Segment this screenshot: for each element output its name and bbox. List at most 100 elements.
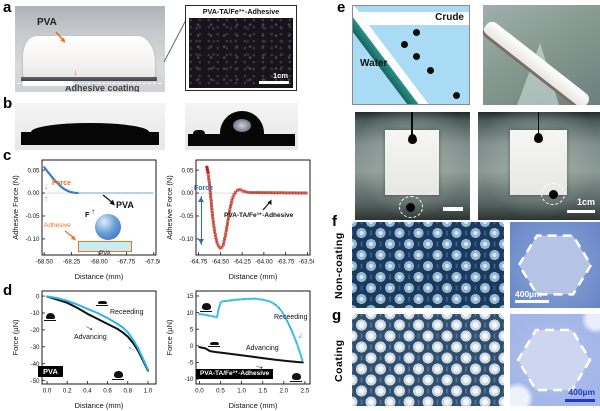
- droplet-icon: [290, 373, 302, 382]
- flat-droplet: [31, 123, 149, 132]
- svg-text:Distance (mm): Distance (mm): [75, 272, 124, 281]
- force-annotation: Force: [52, 180, 72, 187]
- svg-text:-64.75: -64.75: [190, 259, 208, 266]
- svg-text:-64.50: -64.50: [212, 259, 230, 266]
- svg-text:-40: -40: [31, 361, 41, 368]
- svg-text:0: 0: [36, 293, 40, 300]
- svg-text:Adhesive Force (N): Adhesive Force (N): [165, 175, 174, 240]
- orange-arrow-icon: [55, 31, 66, 43]
- inset-pva-block-label: PVA: [99, 251, 111, 257]
- pva-sponge: [23, 36, 155, 78]
- underwater-test-photo-1: [355, 112, 470, 220]
- micrograph-noncoated-array: [352, 222, 504, 308]
- crude-layer: [353, 12, 469, 25]
- adhesive-inset-box: PVA-TA/Fe³⁺-Adhesive 1cm: [185, 5, 297, 91]
- droplet-icon: [208, 338, 220, 347]
- hexagon-outline: [516, 328, 592, 392]
- scale-label: 1cm: [576, 197, 595, 207]
- svg-text:0.4: 0.4: [83, 388, 92, 395]
- pva-sponge-photo: PVA ↓ ↑ Adhesive coating: [15, 6, 165, 92]
- svg-text:-50: -50: [31, 378, 41, 385]
- svg-text:-30: -30: [31, 344, 41, 351]
- svg-text:0.5: 0.5: [216, 388, 225, 395]
- svg-text:-64.25: -64.25: [233, 259, 251, 266]
- micrograph-coated-array: [352, 314, 504, 406]
- svg-text:15: 15: [187, 293, 194, 300]
- highlight-circle: [398, 196, 423, 219]
- droplet-highlight: [232, 119, 251, 132]
- svg-text:2.0: 2.0: [280, 388, 289, 395]
- droplet-icon: [200, 303, 212, 312]
- hexagon-outline: [517, 234, 593, 296]
- svg-text:-0.05: -0.05: [179, 213, 194, 220]
- chart-adhesive-force-pva: -68.50 -68.25 -68.00 -67.75 -67.50 0.05 0.00 -0…: [11, 159, 160, 281]
- droplet-icon: [112, 371, 124, 380]
- oil-water-schematic: Crude Water: [352, 5, 470, 105]
- up-arrow-icon: ↑: [73, 81, 78, 91]
- svg-text:2.5: 2.5: [301, 388, 310, 395]
- panel-letter-e: e: [337, 0, 346, 16]
- pva-annotation-arrow-icon: [102, 194, 115, 206]
- oil-stream: [411, 112, 413, 138]
- water-label: Water: [360, 58, 388, 69]
- oil-droplet: [534, 132, 544, 143]
- up-arrow-icon: ↑: [91, 207, 95, 216]
- panel-letter-a: a: [3, 0, 12, 16]
- oil-droplet: [427, 67, 434, 74]
- svg-text:-63.50: -63.50: [299, 259, 314, 266]
- svg-text:-5: -5: [188, 360, 194, 367]
- svg-text:Force (µN): Force (µN): [11, 319, 20, 355]
- oil-droplet: [548, 189, 558, 199]
- svg-text:0.00: 0.00: [27, 190, 40, 197]
- down-arrow-icon: ↓: [44, 182, 48, 191]
- svg-text:0.0: 0.0: [195, 388, 204, 395]
- oil-droplet: [413, 53, 420, 60]
- inset-title: PVA-TA/Fe³⁺-Adhesive: [202, 7, 280, 16]
- sample-tag: PVA: [38, 366, 63, 377]
- svg-text:0.05: 0.05: [181, 167, 194, 174]
- droplet-icon: [44, 312, 56, 321]
- svg-text:Distance (mm): Distance (mm): [229, 272, 278, 281]
- svg-text:Distance (mm): Distance (mm): [75, 401, 124, 410]
- svg-text:1.0: 1.0: [144, 388, 153, 395]
- dome-droplet: [219, 111, 264, 134]
- svg-text:Adhesive Force (N): Adhesive Force (N): [11, 175, 20, 240]
- svg-text:-20: -20: [31, 327, 41, 334]
- orange-arrow-icon: [64, 230, 76, 241]
- svg-text:0.0: 0.0: [43, 388, 52, 395]
- svg-text:Distance (mm): Distance (mm): [229, 401, 278, 410]
- svg-text:0.05: 0.05: [27, 167, 40, 174]
- contact-angle-photo-pva: [15, 103, 165, 150]
- oil-droplet: [401, 41, 408, 48]
- svg-text:0: 0: [190, 343, 194, 350]
- underwater-test-photo-2: 1cm: [478, 112, 600, 220]
- scale-bar: [443, 207, 463, 211]
- svg-text:-63.75: -63.75: [277, 259, 295, 266]
- adhesive-surface-photo: 1cm: [189, 18, 293, 88]
- force-annotation: Force: [194, 185, 214, 192]
- inset-force-symbol: F: [85, 210, 90, 219]
- svg-text:10: 10: [187, 310, 194, 317]
- force-double-arrow-icon: [198, 196, 204, 245]
- chart-adhesive-force-adhesive: -64.75 -64.50-64.25 -64.00 -63.75 -63.50 0.05…: [165, 159, 314, 281]
- svg-text:1.0: 1.0: [237, 388, 246, 395]
- substrate: [21, 132, 159, 145]
- droplet-icon: [96, 297, 108, 306]
- oil-droplet: [413, 29, 420, 36]
- oil-stream: [537, 112, 540, 136]
- svg-text:1.5: 1.5: [258, 388, 267, 395]
- svg-text:-67.50: -67.50: [145, 259, 160, 266]
- inset-adhesive-label: Adhesive: [44, 222, 71, 229]
- scale-bar: [259, 81, 289, 84]
- contact-angle-photo-adhesive: [185, 103, 298, 150]
- panel-letter-g: g: [332, 307, 342, 324]
- pva-curve-label: PVA: [116, 200, 134, 210]
- scale-label: 1cm: [272, 70, 288, 80]
- down-arrow-icon: ↓: [73, 67, 78, 77]
- scale-bar: [515, 300, 549, 303]
- svg-text:0.6: 0.6: [103, 388, 112, 395]
- svg-text:0.00: 0.00: [181, 190, 194, 197]
- scale-label: 400µm: [515, 288, 542, 299]
- micrograph-noncoated-hexagon: 400µm: [510, 222, 600, 308]
- panel-letter-d: d: [3, 282, 13, 299]
